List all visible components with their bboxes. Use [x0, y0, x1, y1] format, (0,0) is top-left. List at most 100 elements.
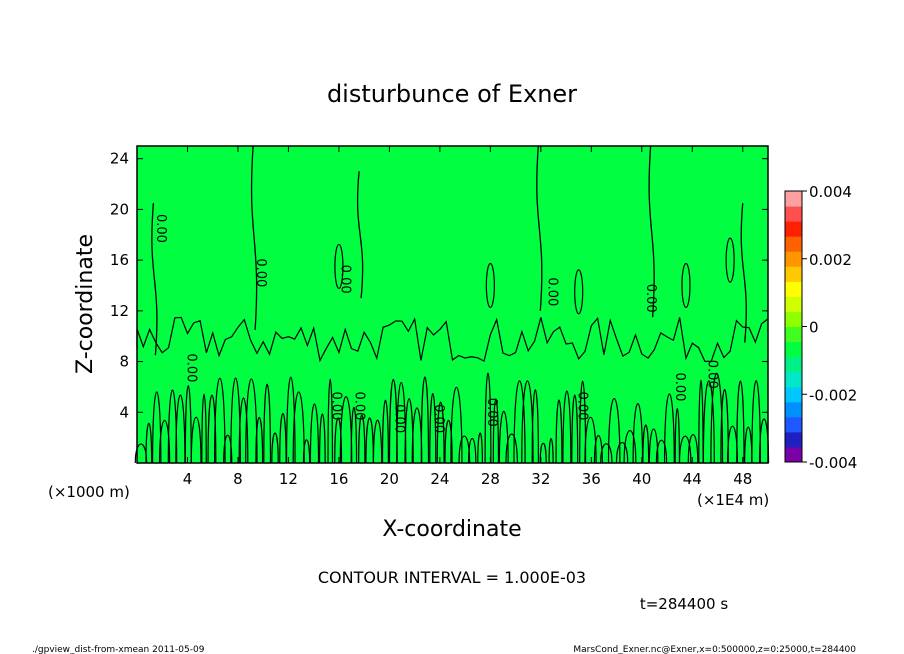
contour-line-lower [751, 380, 762, 464]
y-tick-label: 24 [110, 150, 129, 168]
x-extra-unit-label: (×1E4 m) [697, 491, 769, 509]
contour-line-lower [571, 394, 579, 464]
colorbar-segment [785, 401, 802, 418]
contour-line-lower [678, 435, 692, 464]
contour-line-lower [309, 403, 320, 464]
x-tick-label: 36 [582, 470, 601, 488]
footer-right: MarsCond_Exner.nc@Exner,x=0:500000,z=0:2… [573, 645, 856, 654]
contour-line-lower [663, 393, 675, 464]
colorbar-segment [785, 371, 802, 388]
contour-line-lower [213, 377, 226, 464]
contour-line-lower [279, 412, 287, 464]
contour-line-upper [151, 203, 158, 356]
contour-line-lower [285, 376, 296, 464]
contour-line-lower [436, 401, 445, 464]
contour-line-lower [145, 423, 153, 464]
colorbar-segment [785, 386, 802, 403]
contour-line-lower [720, 389, 729, 464]
contour-line-lower [593, 434, 603, 464]
x-tick-label: 40 [632, 470, 651, 488]
contour-line-upper [740, 203, 747, 343]
y-tick-label: 8 [119, 353, 129, 371]
chart-title: disturbunce of Exner [327, 80, 577, 108]
contour-label: 0.00 [253, 258, 268, 287]
contour-line-lower [372, 419, 383, 464]
x-tick-label: 20 [380, 470, 399, 488]
y-axis-label: Z-coordinate [73, 234, 98, 374]
contour-line-lower [477, 432, 484, 464]
contour-line-lower [687, 434, 699, 464]
contour-line-lower [555, 399, 563, 464]
contour-line-lower [623, 429, 637, 464]
colorbar: 0.004 0.002 0 -0.002 -0.004 [784, 183, 857, 472]
contour-label: 0.00 [484, 398, 499, 427]
contour-line-lower [531, 389, 540, 464]
contour-eddy [485, 262, 495, 309]
contour-line-lower [158, 419, 171, 464]
contour-line-lower [238, 397, 249, 464]
contour-line-lower [292, 391, 305, 464]
x-tick-label: 24 [430, 470, 449, 488]
contour-line-lower [492, 398, 500, 464]
contour-line-lower [702, 380, 715, 464]
contour-eddy [334, 243, 344, 290]
x-tick-label: 8 [233, 470, 243, 488]
x-unit-label: (×1000 m) [48, 483, 130, 501]
colorbar-segment [785, 281, 802, 297]
plot-frame [136, 145, 769, 464]
time-label: t=284400 s [640, 595, 728, 613]
colorbar-segment [785, 341, 802, 358]
contour-line-lower [513, 380, 526, 464]
contour-line-lower [429, 392, 437, 464]
footer-left: ./gpview_dist-from-xmean 2011-05-09 [32, 645, 205, 654]
colorbar-tick-label: 0.002 [809, 251, 852, 269]
contour-line-lower [505, 433, 518, 464]
contour-line-lower [655, 439, 668, 464]
colorbar-tick-label: -0.004 [809, 454, 857, 472]
contour-line-lower [327, 378, 334, 464]
contour-label: 0.00 [392, 404, 407, 433]
x-tick-label: 4 [183, 470, 193, 488]
contour-label: 0.00 [351, 391, 366, 420]
contour-line-lower [600, 443, 613, 464]
contour-line-lower [642, 424, 650, 464]
contour-line-lower [674, 408, 681, 464]
contour-line-lower [710, 372, 724, 464]
contour-line-lower [381, 399, 389, 464]
contour-eddy [725, 237, 735, 283]
colorbar-segment [785, 251, 802, 267]
contour-label: 0.00 [183, 353, 198, 382]
colorbar-tick-label: 0.004 [809, 183, 852, 201]
contour-line-lower [579, 380, 587, 464]
contour-labels: 0.00 0.00 0.00 0.00 0.00 0.00 0.00 0.00 0.00 0.00… [153, 214, 719, 433]
contour-line-lower [175, 394, 186, 464]
contour-eddy [574, 269, 584, 315]
contour-line-lower [484, 372, 492, 464]
x-axis-label: X-coordinate [382, 517, 521, 542]
contour-line-lower [562, 390, 572, 464]
y-tick-label: 20 [110, 200, 129, 218]
contour-line-lower [318, 413, 326, 464]
y-tick-label: 4 [119, 403, 129, 421]
contour-line-lower [271, 432, 279, 464]
colorbar-segment [785, 446, 802, 463]
contour-line-upper [356, 171, 364, 299]
colorbar-segment [785, 431, 802, 448]
contour-line-lower [207, 394, 217, 464]
colorbar-segment [785, 266, 802, 282]
x-tick-label: 48 [733, 470, 752, 488]
contour-label: 0.00 [705, 360, 720, 389]
contour-line-upper [250, 145, 258, 330]
contour-line-lower [467, 438, 477, 464]
y-axis: 4 8 12 16 20 24 [110, 150, 768, 421]
x-tick-label: 28 [481, 470, 500, 488]
x-tick-label: 12 [279, 470, 298, 488]
colorbar-segment [785, 221, 802, 237]
contour-label: 0.00 [575, 391, 590, 420]
x-axis: 4 8 12 16 20 24 28 32 36 40 44 48 [183, 146, 752, 488]
contour-line-lower [263, 384, 272, 464]
contour-line-lower [444, 420, 453, 464]
contour-line-lower [736, 380, 745, 464]
colorbar-tick-label: 0 [809, 319, 819, 337]
